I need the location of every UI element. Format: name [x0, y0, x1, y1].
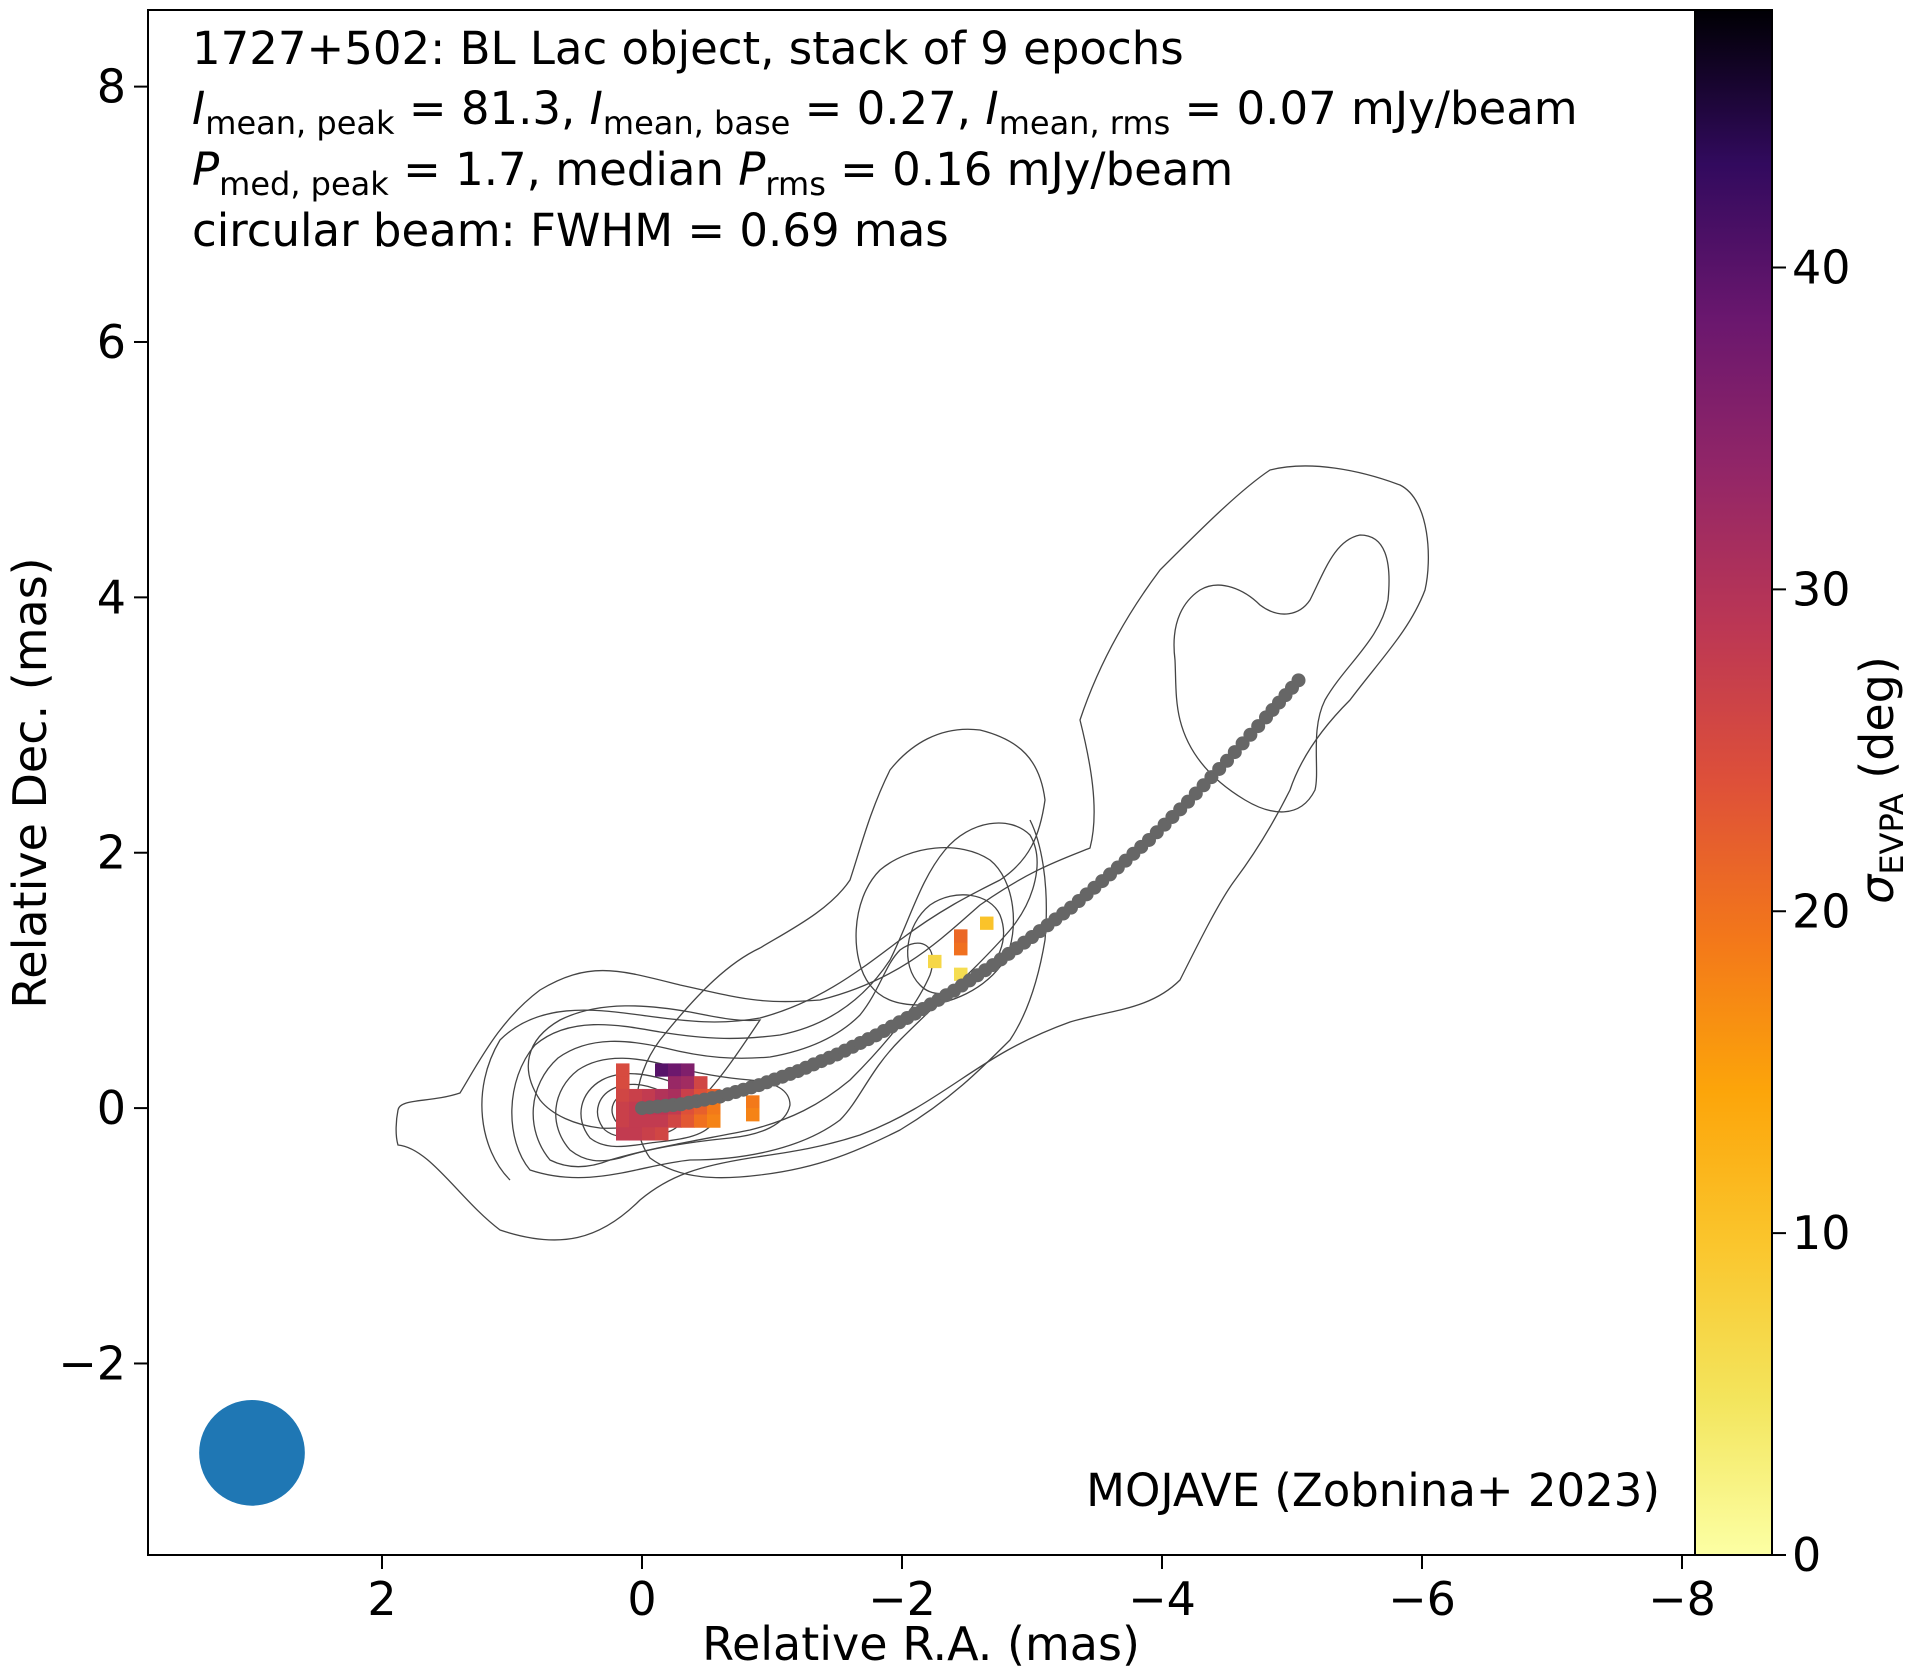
evpa-pixel — [954, 929, 968, 943]
y-tick-label: 0 — [97, 1081, 126, 1135]
colorbar-tick-label: 10 — [1792, 1206, 1851, 1260]
info-line-part: rms — [765, 165, 825, 203]
info-line-part: mean, base — [603, 104, 790, 142]
evpa-pixel — [629, 1114, 643, 1128]
x-tick-label: −6 — [1388, 1572, 1456, 1626]
colorbar-label-sub: EVPA — [1873, 793, 1905, 874]
contour-core-extension — [527, 1005, 762, 1129]
y-tick-label: 2 — [97, 826, 126, 880]
x-axis-label: Relative R.A. (mas) — [702, 1617, 1140, 1671]
evpa-pixel — [616, 1088, 630, 1103]
evpa-pixel — [655, 1063, 669, 1077]
evpa-pixel — [668, 1063, 682, 1077]
x-tick-label: 0 — [627, 1572, 656, 1626]
x-axis: 2 0 −2 −4 −6 −8 — [367, 1555, 1716, 1626]
evpa-pixel — [707, 1101, 721, 1115]
evpa-pixel — [668, 1114, 682, 1128]
contour-level-3 — [511, 822, 1038, 1179]
source-label: 1727+502: BL Lac object, stack of 9 epoc… — [192, 22, 1184, 75]
contour-outer-jet-lobe — [1173, 534, 1390, 813]
colorbar-label-symbol: σ — [1850, 873, 1904, 904]
info-line-part: mean, peak — [205, 104, 395, 142]
evpa-pixel — [655, 1127, 669, 1141]
colorbar-label-unit: (deg) — [1850, 656, 1904, 793]
x-tick-label: −4 — [1128, 1572, 1196, 1626]
evpa-pixel — [642, 1114, 656, 1128]
evpa-pixel — [616, 1101, 630, 1115]
info-line-part: I — [192, 82, 205, 135]
info-lines: Imean, peak = 81.3, Imean, base = 0.27, … — [192, 82, 1578, 257]
ridge-point — [1291, 673, 1306, 688]
info-line: Imean, peak = 81.3, Imean, base = 0.27, … — [192, 82, 1578, 142]
x-tick-label: −8 — [1648, 1572, 1716, 1626]
evpa-pixel — [668, 1076, 682, 1090]
info-line: Pmed, peak = 1.7, median Prms = 0.16 mJy… — [192, 143, 1233, 203]
info-line-part: = 1.7, median — [389, 143, 738, 196]
y-tick-label: 4 — [97, 570, 126, 624]
info-line-part: = 0.07 mJy/beam — [1170, 82, 1577, 135]
contour-level-2 — [481, 728, 1047, 1181]
evpa-pixel — [655, 1114, 669, 1128]
info-line-part: = 0.16 mJy/beam — [826, 143, 1233, 196]
info-line-part: I — [985, 82, 998, 135]
evpa-pixel — [694, 1076, 708, 1090]
evpa-pixel — [681, 1114, 695, 1128]
x-tick-label: 2 — [367, 1572, 396, 1626]
evpa-pixel — [746, 1108, 760, 1122]
beam-ellipse — [199, 1400, 305, 1506]
info-line-part: = 0.27, — [790, 82, 985, 135]
info-line: circular beam: FWHM = 0.69 mas — [192, 204, 949, 257]
info-line-part: I — [590, 82, 603, 135]
evpa-pixel — [980, 916, 994, 930]
evpa-pixel — [616, 1127, 630, 1141]
colorbar-tick-label: 0 — [1792, 1528, 1821, 1582]
evpa-pixel — [616, 1063, 630, 1077]
evpa-pixel — [681, 1063, 695, 1077]
evpa-pixel — [746, 1095, 760, 1109]
evpa-pixel — [629, 1088, 643, 1103]
colorbar-ticks: 0 10 20 30 40 — [1772, 241, 1851, 1582]
y-axis: −2 0 2 4 6 8 — [58, 60, 148, 1390]
evpa-pixel — [642, 1088, 656, 1103]
evpa-pixel — [954, 942, 968, 956]
colorbar — [1694, 9, 1773, 1556]
colorbar-label: σEVPA (deg) — [1850, 656, 1905, 904]
x-tick-label: −2 — [868, 1572, 936, 1626]
evpa-pixel-layer — [616, 916, 994, 1141]
credit-label: MOJAVE (Zobnina+ 2023) — [1086, 1464, 1660, 1517]
colorbar-tick-label: 30 — [1792, 562, 1851, 616]
evpa-pixel — [681, 1076, 695, 1090]
evpa-pixel — [616, 1114, 630, 1128]
beam-layer — [199, 1400, 305, 1506]
info-line-part: mean, rms — [999, 104, 1171, 142]
plot-area — [148, 10, 1695, 1555]
evpa-pixel — [642, 1127, 656, 1141]
y-tick-label: 6 — [97, 315, 126, 369]
colorbar-tick-label: 40 — [1792, 241, 1851, 295]
colorbar-tick-label: 20 — [1792, 884, 1851, 938]
evpa-pixel — [928, 954, 942, 969]
evpa-pixel — [694, 1114, 708, 1128]
evpa-pixel — [616, 1076, 630, 1090]
y-tick-label: −2 — [58, 1336, 126, 1390]
info-line-part: P — [192, 143, 220, 196]
info-line-part: med, peak — [219, 165, 389, 203]
info-line-part: circular beam: FWHM = 0.69 mas — [192, 204, 949, 257]
y-axis-label: Relative Dec. (mas) — [3, 557, 57, 1008]
contour-level-1 — [395, 465, 1429, 1241]
evpa-pixel — [707, 1114, 721, 1128]
evpa-pixel — [629, 1127, 643, 1141]
y-tick-label: 8 — [97, 60, 126, 114]
contour-level-4 — [532, 942, 934, 1168]
ridge-line-layer — [635, 673, 1306, 1116]
info-line-part: P — [738, 143, 766, 196]
info-line-part: = 81.3, — [395, 82, 590, 135]
